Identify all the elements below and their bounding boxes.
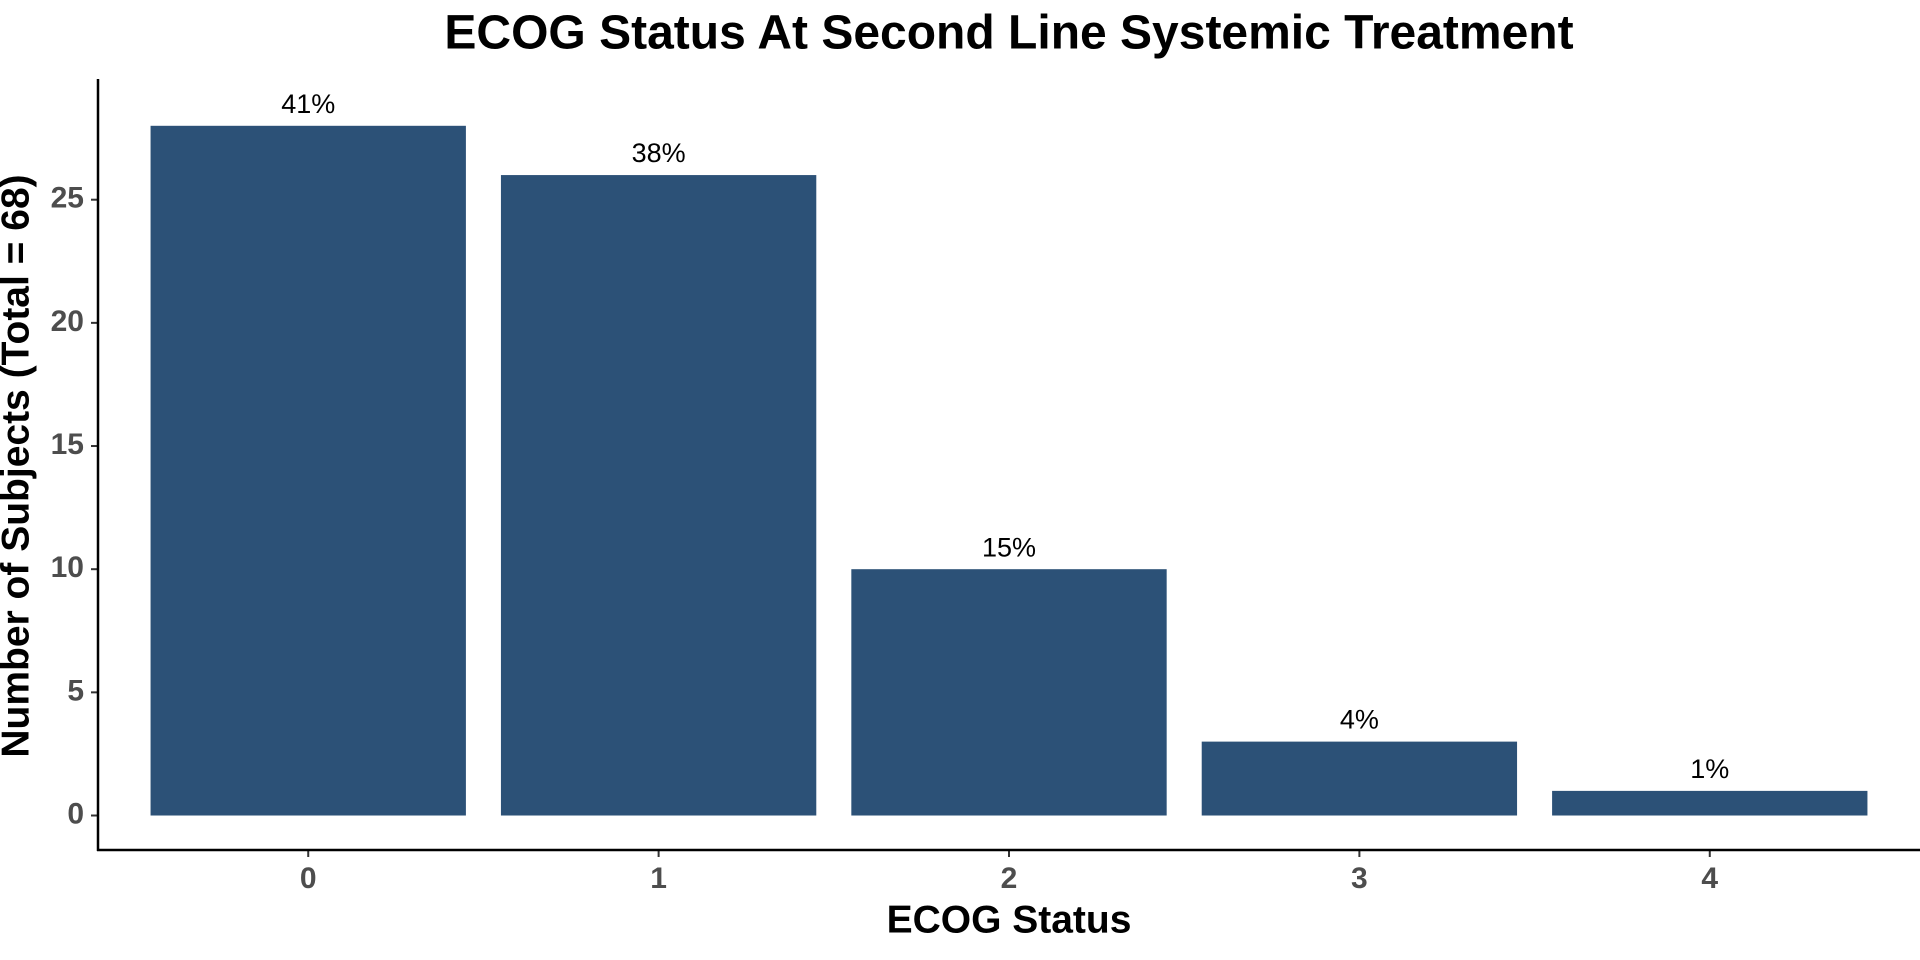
bar [150,125,466,816]
x-axis-title: ECOG Status [887,898,1132,941]
y-tick-label: 10 [51,551,84,584]
y-tick-label: 20 [51,305,84,338]
y-tick-label: 0 [67,797,84,830]
y-tick-label: 5 [67,674,84,707]
bar [1201,741,1518,816]
x-tick-label: 3 [1351,862,1368,895]
x-tick-label: 4 [1701,862,1718,895]
data-label: 15% [982,532,1036,562]
data-label: 41% [281,89,335,119]
y-axis-title: Number of Subjects (Total = 68) [0,174,37,757]
bar [1552,790,1868,816]
bar [851,569,1167,816]
x-tick-label: 2 [1001,862,1018,895]
x-tick-label: 1 [650,862,667,895]
data-label: 1% [1690,754,1729,784]
bar [500,175,817,816]
y-tick-label: 15 [51,428,84,461]
data-label: 38% [632,138,686,168]
chart-title: ECOG Status At Second Line Systemic Trea… [444,7,1573,60]
x-tick-label: 0 [300,862,317,895]
y-tick-label: 25 [51,182,84,215]
data-label: 4% [1340,705,1379,735]
